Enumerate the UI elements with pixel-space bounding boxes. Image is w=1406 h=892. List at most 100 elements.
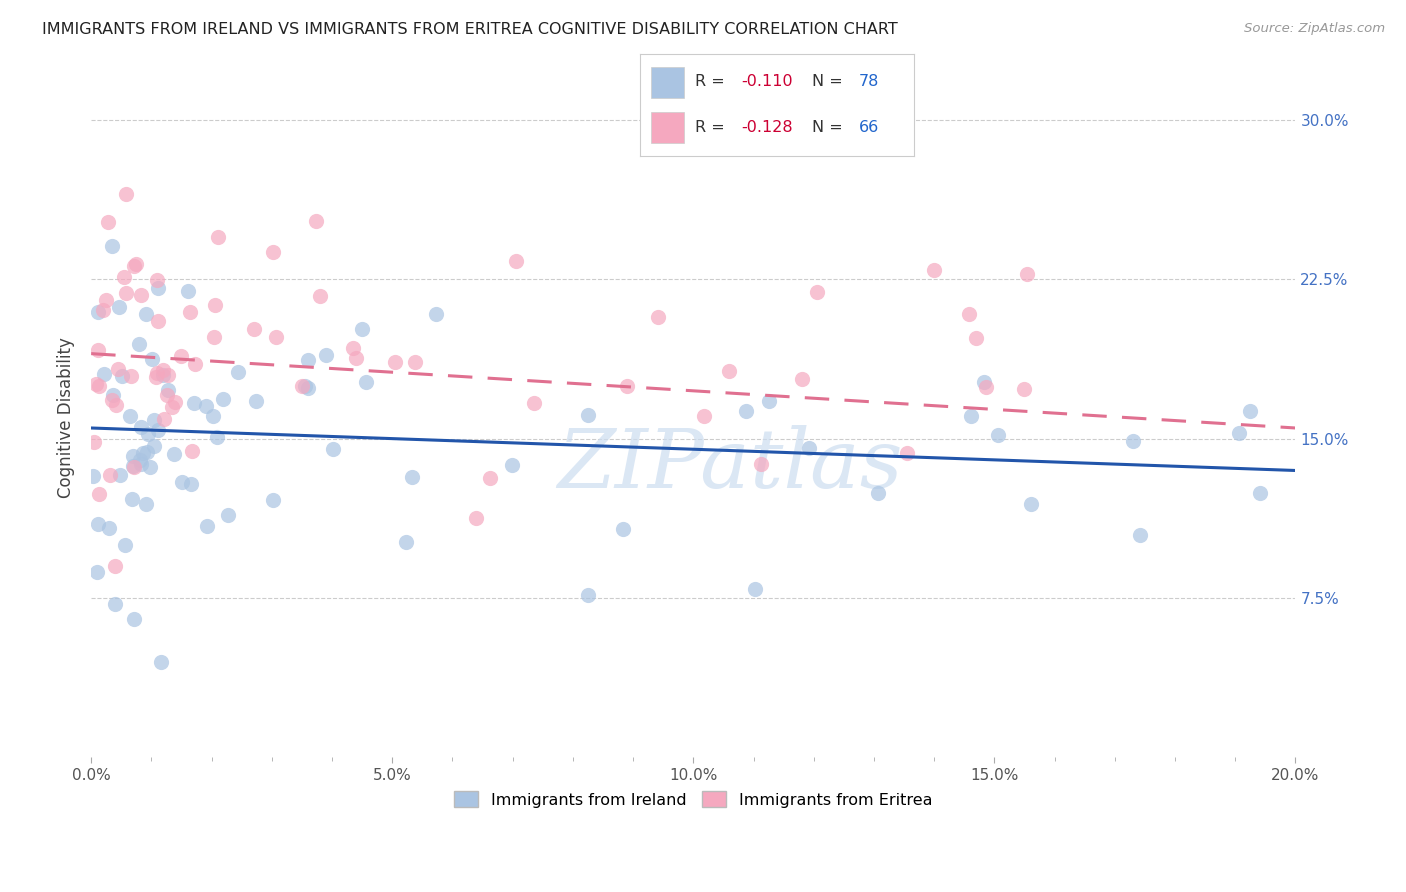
Text: -0.110: -0.110 [741,74,793,88]
Point [115,286,138,301]
Point [202,409,225,423]
Point [104,398,127,412]
Point [128,336,150,351]
Point [262,492,284,507]
Point [145,370,167,384]
Point [128,453,150,467]
Text: 66: 66 [859,120,879,135]
Point [212,392,235,406]
Point [122,259,145,273]
Text: IMMIGRANTS FROM IRELAND VS IMMIGRANTS FROM ERITREA COGNITIVE DISABILITY CORRELAT: IMMIGRANTS FROM IRELAND VS IMMIGRANTS FR… [42,22,898,37]
Point [204,298,226,312]
Bar [651,67,683,97]
Point [1227,426,1250,441]
Point [114,269,136,284]
Point [87,343,110,358]
Point [131,457,153,471]
Text: 78: 78 [859,74,879,88]
Y-axis label: Cognitive Disability: Cognitive Disability [58,337,75,498]
Text: R =: R = [695,120,730,135]
Point [305,214,328,228]
Point [93,367,115,381]
Point [973,376,995,390]
Text: -0.128: -0.128 [741,120,793,135]
Point [152,368,174,383]
Point [96,293,118,307]
Point [205,429,228,443]
Point [84,376,107,391]
Point [1249,485,1271,500]
Point [264,330,287,344]
Point [922,262,945,277]
Point [125,257,148,271]
Point [150,655,173,669]
Point [104,597,127,611]
Point [522,396,544,410]
Point [384,354,406,368]
Point [245,394,267,409]
Point [344,351,367,365]
Point [987,428,1010,442]
Point [693,409,716,424]
Point [124,612,146,626]
Point [974,380,997,394]
Point [145,366,167,380]
Point [91,303,114,318]
Point [153,412,176,426]
Point [797,441,820,455]
Point [87,517,110,532]
Point [194,399,217,413]
Point [647,310,669,325]
Point [139,460,162,475]
Point [141,351,163,366]
Text: N =: N = [813,120,848,135]
Point [1019,497,1042,511]
Point [86,565,108,579]
Point [135,307,157,321]
Point [120,409,142,423]
Point [243,322,266,336]
Point [97,215,120,229]
Point [734,403,756,417]
Point [122,458,145,473]
Point [121,491,143,506]
Point [195,518,218,533]
Point [110,467,132,482]
Point [576,408,599,422]
Point [122,450,145,464]
Point [294,379,316,393]
Point [501,458,523,473]
Point [170,349,193,363]
Point [576,588,599,602]
Point [101,239,124,253]
Point [297,353,319,368]
Point [806,285,828,299]
Point [425,307,447,321]
Point [297,381,319,395]
Point [120,369,142,384]
Point [146,423,169,437]
Point [217,508,239,523]
Point [136,426,159,441]
Point [100,393,122,408]
Point [114,187,136,202]
Point [156,383,179,397]
Point [108,300,131,314]
Point [124,460,146,475]
Point [143,413,166,427]
Point [107,361,129,376]
Point [101,388,124,402]
Point [131,288,153,302]
Text: N =: N = [813,74,848,88]
Legend: Immigrants from Ireland, Immigrants from Eritrea: Immigrants from Ireland, Immigrants from… [447,785,939,814]
Point [965,331,987,345]
Point [868,486,890,500]
Point [478,471,501,485]
Point [156,388,179,402]
Point [87,305,110,319]
Point [744,582,766,596]
Text: Source: ZipAtlas.com: Source: ZipAtlas.com [1244,22,1385,36]
Point [160,400,183,414]
Point [404,355,426,369]
Point [322,442,344,456]
